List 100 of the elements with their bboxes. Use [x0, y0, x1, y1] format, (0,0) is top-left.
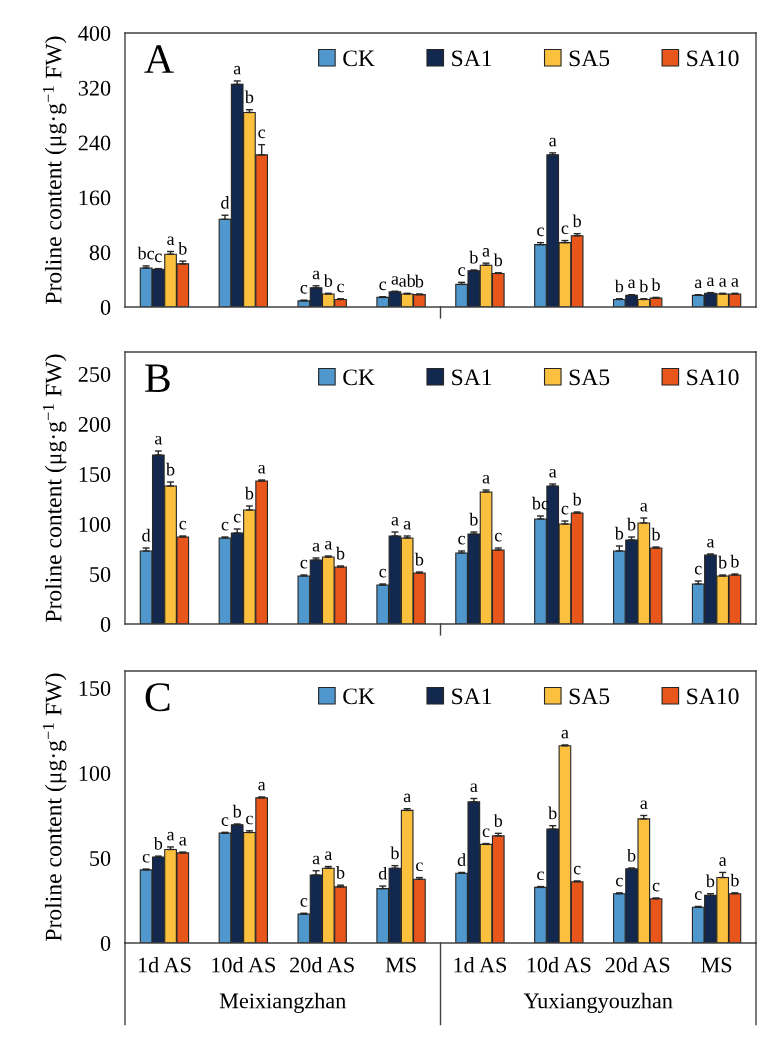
data-label: b — [548, 806, 557, 820]
legend-label: SA1 — [452, 688, 492, 705]
data-label: bc — [137, 246, 155, 260]
data-label: a — [258, 781, 266, 791]
data-label: d — [378, 866, 388, 880]
data-label: a — [167, 236, 175, 246]
data-label: a — [179, 836, 187, 846]
data-label: b — [651, 527, 660, 541]
data-label: c — [233, 513, 241, 523]
data-label: d — [457, 853, 466, 866]
data-label: d — [142, 528, 151, 542]
data-label: b — [639, 279, 648, 293]
data-label: c — [300, 285, 308, 294]
x-tick-label: 20d AS — [290, 956, 354, 973]
data-label: b — [651, 278, 660, 291]
data-label: b — [414, 274, 424, 288]
y-tick-label: 100 — [79, 516, 111, 532]
data-label: a — [403, 793, 411, 803]
data-label: a — [628, 279, 636, 289]
y-tick-label: 150 — [79, 466, 111, 482]
y-axis-title: Proline content (μg·g$^{−1}$ FW) — [42, 673, 67, 941]
data-label: c — [573, 865, 581, 875]
data-label: a — [324, 540, 333, 550]
data-label: b — [336, 866, 345, 879]
data-label: b — [153, 836, 163, 850]
data-label: b — [166, 462, 175, 476]
data-label: b — [572, 214, 581, 228]
data-label: b — [244, 90, 254, 104]
data-label: c — [221, 817, 229, 826]
annotation: C — [145, 683, 170, 712]
data-label: a — [640, 800, 648, 810]
data-label: c — [155, 253, 162, 263]
legend-label: SA10 — [687, 369, 739, 386]
data-label: c — [300, 898, 308, 907]
data-label: a — [719, 278, 727, 287]
data-label: a — [707, 538, 715, 548]
legend-label: SA5 — [569, 369, 610, 386]
data-label: c — [694, 565, 702, 575]
data-label: a — [549, 137, 557, 147]
legend-label: SA5 — [569, 50, 610, 67]
y-tick-label: 150 — [79, 680, 111, 696]
legend-label: CK — [343, 688, 375, 705]
y-tick-label: 50 — [90, 850, 111, 866]
x-tick-label: MS — [701, 957, 732, 973]
data-label: d — [221, 196, 230, 209]
data-label: c — [246, 815, 253, 825]
data-label: a — [233, 65, 241, 75]
x-tick-label: MS — [385, 957, 416, 973]
data-label: b — [469, 512, 478, 526]
data-label: b — [614, 526, 624, 540]
legend-label: SA10 — [687, 50, 739, 67]
data-label: b — [493, 253, 503, 267]
y-tick-label: 50 — [90, 566, 111, 582]
data-label: c — [379, 281, 387, 291]
data-label: c — [337, 283, 344, 293]
x-tick-label: 20d AS — [605, 956, 670, 973]
data-label: c — [221, 521, 229, 531]
data-label: c — [482, 828, 490, 838]
data-label: a — [482, 474, 490, 484]
data-label: a — [549, 468, 557, 478]
data-label: a — [719, 857, 727, 866]
data-label: b — [493, 814, 503, 827]
data-label: a — [482, 248, 490, 257]
data-label: a — [167, 831, 175, 841]
x-tick-label: 10d AS — [212, 956, 275, 973]
x-tick-label: 1d AS — [138, 956, 191, 973]
annotation: A — [144, 45, 174, 73]
data-label: c — [458, 267, 466, 276]
y-tick-label: 160 — [79, 190, 111, 206]
data-label: b — [178, 241, 187, 255]
data-label: a — [561, 729, 569, 739]
data-label: b — [705, 874, 715, 888]
y-tick-label: 240 — [78, 135, 111, 151]
data-label: c — [537, 871, 544, 881]
data-label: a — [640, 502, 648, 512]
y-tick-label: 0 — [100, 616, 111, 632]
text: Meixiangzhan — [219, 992, 346, 1013]
data-label: c — [258, 129, 266, 139]
data-label: c — [494, 532, 502, 542]
data-label: b — [323, 274, 333, 287]
data-label: c — [694, 891, 702, 900]
legend-label: CK — [343, 369, 375, 386]
data-label: c — [561, 225, 569, 235]
data-label: b — [614, 279, 624, 293]
legend-label: SA1 — [452, 369, 492, 386]
data-label: a — [731, 278, 739, 287]
y-tick-label: 100 — [79, 765, 111, 781]
data-label: b — [572, 492, 581, 506]
data-label: b — [336, 546, 345, 560]
data-label: a — [312, 542, 320, 552]
data-label: a — [258, 464, 266, 474]
legend-label: SA10 — [687, 688, 739, 705]
y-axis-title: Proline content (μg·g$^{−1}$ FW) — [42, 36, 67, 304]
data-label: a — [470, 783, 478, 793]
data-label: a — [312, 855, 320, 865]
data-label: b — [730, 554, 739, 568]
y-tick-label: 200 — [78, 416, 111, 432]
data-label: c — [652, 882, 660, 892]
x-tick-label: 1d AS — [454, 956, 507, 973]
legend-label: SA5 — [569, 688, 610, 705]
